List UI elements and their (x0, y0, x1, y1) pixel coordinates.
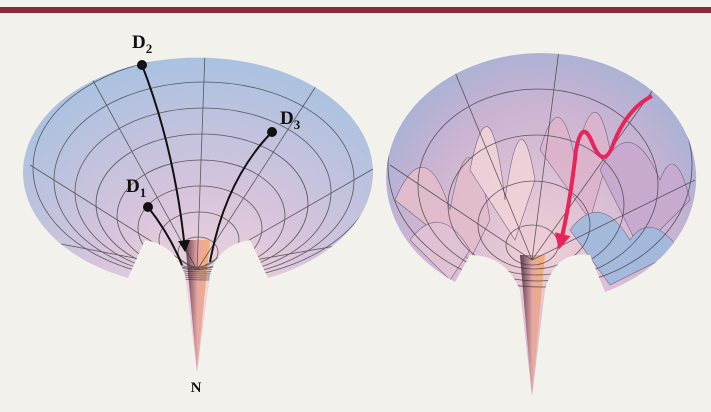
label: D2 (132, 32, 152, 56)
state-dot (137, 60, 147, 70)
label: D3 (280, 108, 301, 132)
path-line (209, 131, 273, 263)
label: D1 (126, 176, 146, 200)
state-dot (143, 202, 153, 212)
top-rule (0, 7, 711, 13)
label: N (191, 380, 202, 396)
path-line (147, 206, 183, 266)
path-arrow (141, 64, 191, 253)
folding-path (554, 94, 653, 250)
state-dot (267, 127, 277, 137)
